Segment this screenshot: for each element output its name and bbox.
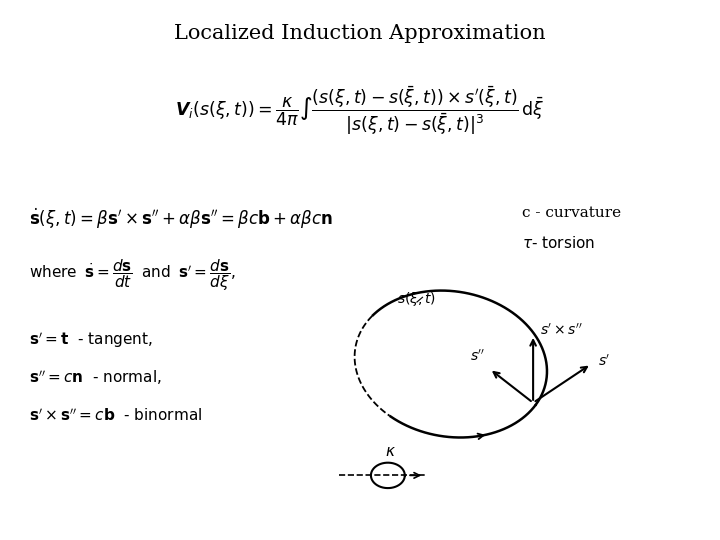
Text: c - curvature: c - curvature xyxy=(522,206,621,220)
Text: $\tau$- torsion: $\tau$- torsion xyxy=(522,235,595,251)
Text: $s'$: $s'$ xyxy=(598,354,611,369)
Text: $s(\xi,t)$: $s(\xi,t)$ xyxy=(397,289,436,308)
Text: $\mathbf{s}'\times\mathbf{s}'' = c\mathbf{b}$  - binormal: $\mathbf{s}'\times\mathbf{s}'' = c\mathb… xyxy=(29,408,202,424)
Text: Localized Induction Approximation: Localized Induction Approximation xyxy=(174,24,546,43)
Text: $\boldsymbol{V}_i(s(\xi,t)) = \dfrac{\kappa}{4\pi}\int \dfrac{(s(\xi,t)-s(\bar{\: $\boldsymbol{V}_i(s(\xi,t)) = \dfrac{\ka… xyxy=(175,84,545,137)
Text: $\dot{\mathbf{s}}(\xi,t) = \beta\mathbf{s}'\times\mathbf{s}'' + \alpha\beta\math: $\dot{\mathbf{s}}(\xi,t) = \beta\mathbf{… xyxy=(29,207,333,231)
Text: $\text{where}\;\; \dot{\mathbf{s}} = \dfrac{d\mathbf{s}}{dt}\;\;\text{and}\;\; \: $\text{where}\;\; \dot{\mathbf{s}} = \df… xyxy=(29,258,235,293)
Text: $\mathbf{s}' = \mathbf{t}$  - tangent,: $\mathbf{s}' = \mathbf{t}$ - tangent, xyxy=(29,330,153,350)
Text: $s''$: $s''$ xyxy=(469,349,485,364)
Text: $\mathbf{s}'' = c\mathbf{n}$  - normal,: $\mathbf{s}'' = c\mathbf{n}$ - normal, xyxy=(29,369,161,387)
Text: $s'\times s''$: $s'\times s''$ xyxy=(541,322,583,338)
Text: $\kappa$: $\kappa$ xyxy=(384,444,396,458)
